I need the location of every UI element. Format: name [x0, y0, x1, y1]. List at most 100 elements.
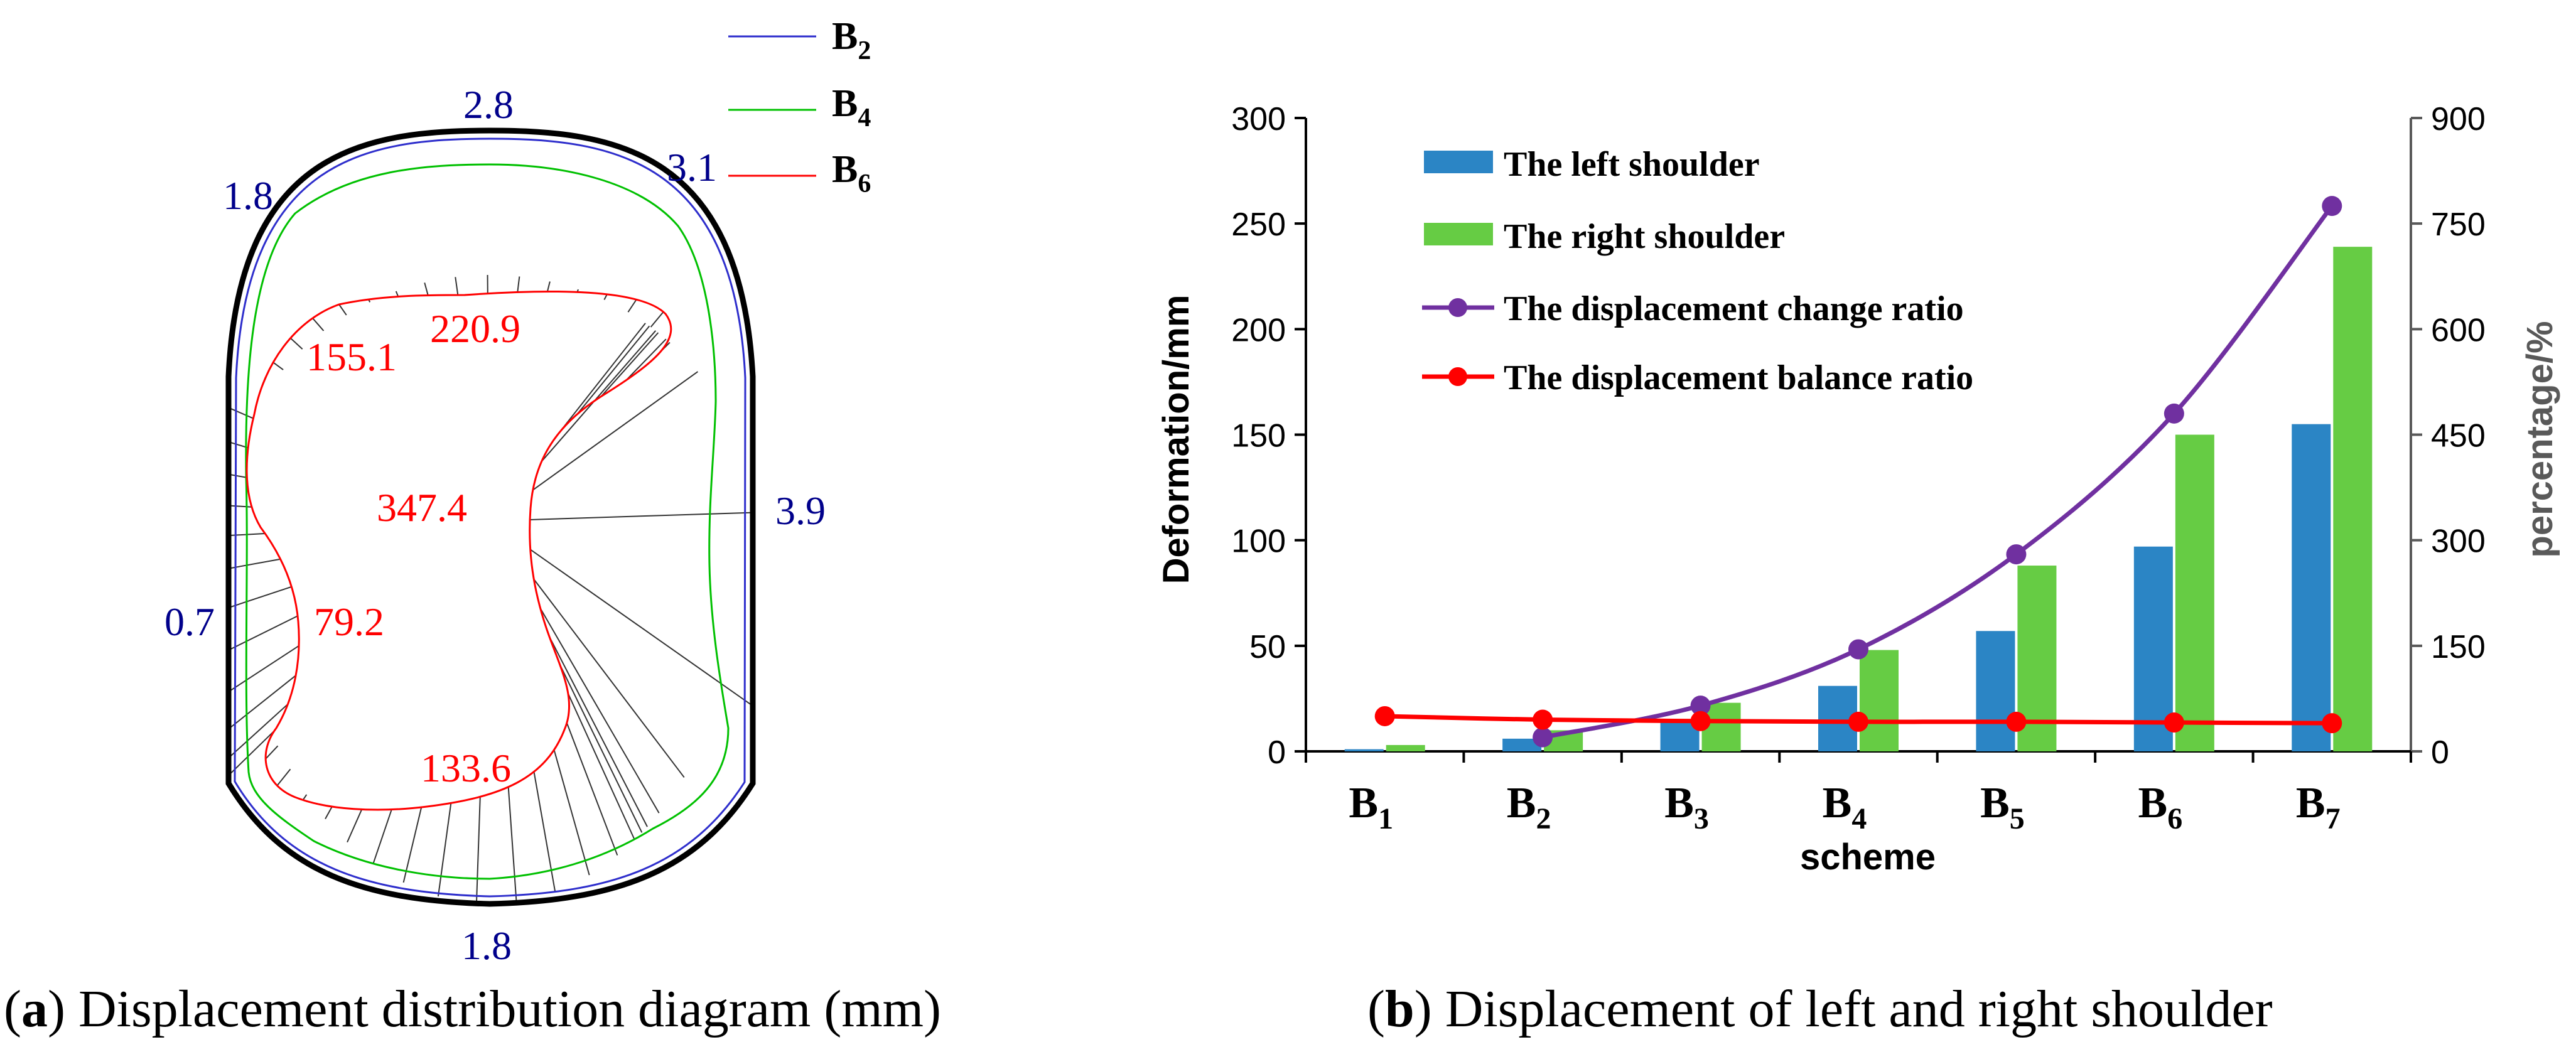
radial-line — [530, 549, 753, 707]
y2-tick-label: 450 — [2431, 418, 2486, 454]
marker-balance-ratio — [2164, 712, 2184, 733]
x-tick-label: B1 — [1349, 779, 1393, 835]
y-tick-label: 0 — [1268, 734, 1286, 771]
radial-line — [228, 407, 254, 419]
x-tick-label: B3 — [1664, 779, 1709, 835]
curve-b6 — [245, 290, 672, 811]
panel-b-chart: 0 50 100 150 200 250 300 0 150 300 450 600 750 900 B1 B… — [1156, 101, 2560, 1038]
radial-line — [530, 512, 753, 520]
radial-line — [567, 693, 635, 840]
y2-axis-title: percentage/% — [2519, 321, 2560, 557]
x-tick-label: B4 — [1823, 779, 1867, 835]
bar-left-shoulder — [1502, 738, 1542, 751]
radial-line — [228, 473, 247, 478]
radial-line — [228, 441, 249, 449]
bar-right-shoulder — [2333, 247, 2373, 751]
radial-line — [347, 809, 363, 843]
y-tick-label: 150 — [1231, 418, 1286, 454]
radial-line — [228, 615, 298, 651]
radial-line — [475, 797, 481, 904]
y-tick-label: 50 — [1249, 629, 1286, 665]
legend-label-left-shoulder: The left shoulder — [1504, 145, 1760, 184]
legend-marker-change-ratio — [1448, 298, 1467, 317]
x-tick-label: B7 — [2296, 779, 2341, 835]
b2-label-left: 0.7 — [164, 599, 215, 644]
curve-b2 — [234, 137, 746, 898]
radial-line — [228, 586, 292, 609]
b6-label-lower: 133.6 — [421, 746, 511, 790]
b2-label-bottom: 1.8 — [461, 923, 512, 968]
legend-label-balance-ratio: The displacement balance ratio — [1504, 358, 1973, 397]
radial-line — [228, 558, 281, 569]
chart-axes: 0 50 100 150 200 250 300 0 150 300 450 600 750 900 B1 B… — [1231, 101, 2486, 835]
b2-label-upper-right: 3.1 — [667, 145, 717, 190]
legend-swatch-right-shoulder — [1424, 223, 1493, 245]
y-tick-label: 300 — [1231, 101, 1286, 137]
b6-label-middle: 347.4 — [377, 485, 467, 530]
panel-a-displacement-diagram: B2 B4 B6 2.8 1.8 3.1 3.9 0.7 1.8 155.1 2… — [4, 15, 941, 1038]
radial-line — [325, 806, 333, 820]
tunnel-outline — [225, 127, 756, 907]
radial-line — [228, 675, 296, 730]
radial-line — [228, 730, 275, 776]
b6-label-upper-mid: 220.9 — [430, 306, 520, 351]
panel-a-legend: B2 B4 B6 — [728, 15, 871, 198]
x-tick-label: B5 — [1980, 779, 2025, 835]
legend-label-b2: B2 — [832, 15, 871, 65]
y-tick-label: 100 — [1231, 524, 1286, 560]
radial-line — [302, 794, 308, 801]
marker-balance-ratio — [2322, 713, 2342, 734]
radial-line — [532, 371, 699, 491]
radial-line — [556, 323, 646, 437]
bar-left-shoulder — [1976, 631, 2015, 751]
radial-line — [265, 745, 279, 760]
marker-change-ratio — [2164, 403, 2184, 424]
y2-tick-label: 900 — [2431, 101, 2486, 137]
marker-change-ratio — [1690, 695, 1711, 716]
radial-line — [272, 362, 284, 370]
x-axis-title: scheme — [1800, 837, 1936, 878]
b6-label-upper-left: 155.1 — [306, 335, 397, 379]
legend-marker-balance-ratio — [1448, 367, 1467, 386]
radial-line — [539, 608, 660, 813]
radial-line — [553, 749, 590, 876]
radial-line — [372, 809, 392, 864]
radial-line — [507, 787, 517, 902]
marker-balance-ratio — [1374, 706, 1395, 726]
radial-line — [517, 276, 520, 293]
marker-change-ratio — [1848, 639, 1868, 660]
marker-change-ratio — [1533, 727, 1553, 748]
radial-line — [625, 338, 667, 381]
x-tick-label: B6 — [2138, 779, 2183, 835]
marker-balance-ratio — [1690, 711, 1711, 731]
radial-line — [276, 768, 291, 787]
line-series — [1374, 196, 2342, 748]
radial-line — [546, 281, 551, 292]
radial-line — [312, 318, 325, 331]
chart-legend: The left shoulder The right shoulder The… — [1422, 145, 1973, 397]
legend-label-b4: B4 — [832, 82, 871, 132]
radial-line — [228, 704, 289, 759]
x-tick-label: B2 — [1507, 779, 1551, 835]
bar-right-shoulder — [1386, 744, 1425, 751]
b2-label-right: 3.9 — [775, 488, 826, 533]
radial-line — [437, 803, 452, 897]
bar-right-shoulder — [1860, 650, 1899, 751]
radial-line — [549, 636, 648, 827]
y2-tick-label: 600 — [2431, 312, 2486, 348]
marker-balance-ratio — [1848, 711, 1868, 732]
radial-line — [455, 277, 459, 296]
bar-left-shoulder — [2292, 424, 2331, 751]
b2-label-upper-left: 1.8 — [223, 173, 273, 218]
radial-line — [338, 304, 347, 316]
radial-line — [566, 722, 618, 856]
bar-right-shoulder — [2175, 434, 2214, 751]
radial-line — [228, 645, 299, 692]
b2-label-top: 2.8 — [463, 82, 514, 127]
radial-line — [402, 807, 423, 883]
y2-tick-label: 0 — [2431, 734, 2449, 771]
legend-label-change-ratio: The displacement change ratio — [1504, 289, 1964, 328]
radial-line — [600, 332, 659, 397]
caption-a: (a) Displacement distribution diagram (m… — [4, 980, 941, 1038]
radial-line — [559, 664, 643, 833]
